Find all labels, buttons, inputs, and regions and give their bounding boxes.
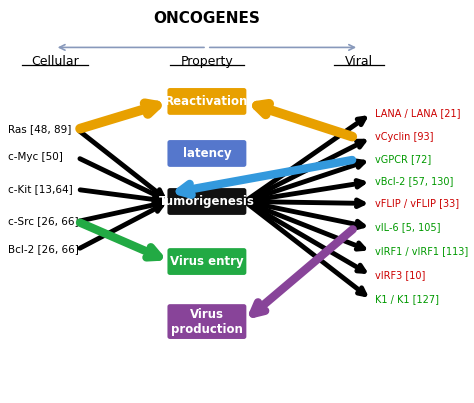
Text: vIRF3 [10]: vIRF3 [10]	[375, 270, 426, 280]
Text: latency: latency	[182, 147, 231, 160]
Text: vBcl-2 [57, 130]: vBcl-2 [57, 130]	[375, 177, 454, 187]
Text: c-Kit [13,64]: c-Kit [13,64]	[8, 185, 73, 195]
Text: Property: Property	[181, 56, 233, 69]
Text: Ras [48, 89]: Ras [48, 89]	[8, 125, 71, 135]
Text: Virus entry: Virus entry	[170, 255, 244, 268]
Text: Virus
production: Virus production	[171, 307, 243, 336]
FancyBboxPatch shape	[167, 304, 246, 339]
Text: vIL-6 [5, 105]: vIL-6 [5, 105]	[375, 222, 441, 233]
FancyBboxPatch shape	[167, 188, 246, 215]
Text: Reactivation: Reactivation	[165, 95, 248, 108]
Text: LANA / LANA [21]: LANA / LANA [21]	[375, 108, 461, 118]
Text: vFLIP / vFLIP [33]: vFLIP / vFLIP [33]	[375, 199, 460, 208]
Text: K1 / K1 [127]: K1 / K1 [127]	[375, 295, 439, 305]
Text: vIRF1 / vIRF1 [113]: vIRF1 / vIRF1 [113]	[375, 247, 469, 257]
FancyBboxPatch shape	[167, 140, 246, 167]
Text: Cellular: Cellular	[31, 56, 79, 69]
Text: ONCOGENES: ONCOGENES	[154, 11, 260, 26]
Text: Bcl-2 [26, 66]: Bcl-2 [26, 66]	[8, 245, 78, 255]
Text: vCyclin [93]: vCyclin [93]	[375, 133, 434, 143]
FancyBboxPatch shape	[167, 248, 246, 275]
Text: c-Src [26, 66]: c-Src [26, 66]	[8, 216, 78, 226]
Text: Viral: Viral	[345, 56, 373, 69]
FancyBboxPatch shape	[167, 88, 246, 115]
Text: vGPCR [72]: vGPCR [72]	[375, 154, 432, 164]
Text: Tumorigenesis: Tumorigenesis	[159, 195, 255, 208]
Text: c-Myc [50]: c-Myc [50]	[8, 152, 63, 162]
